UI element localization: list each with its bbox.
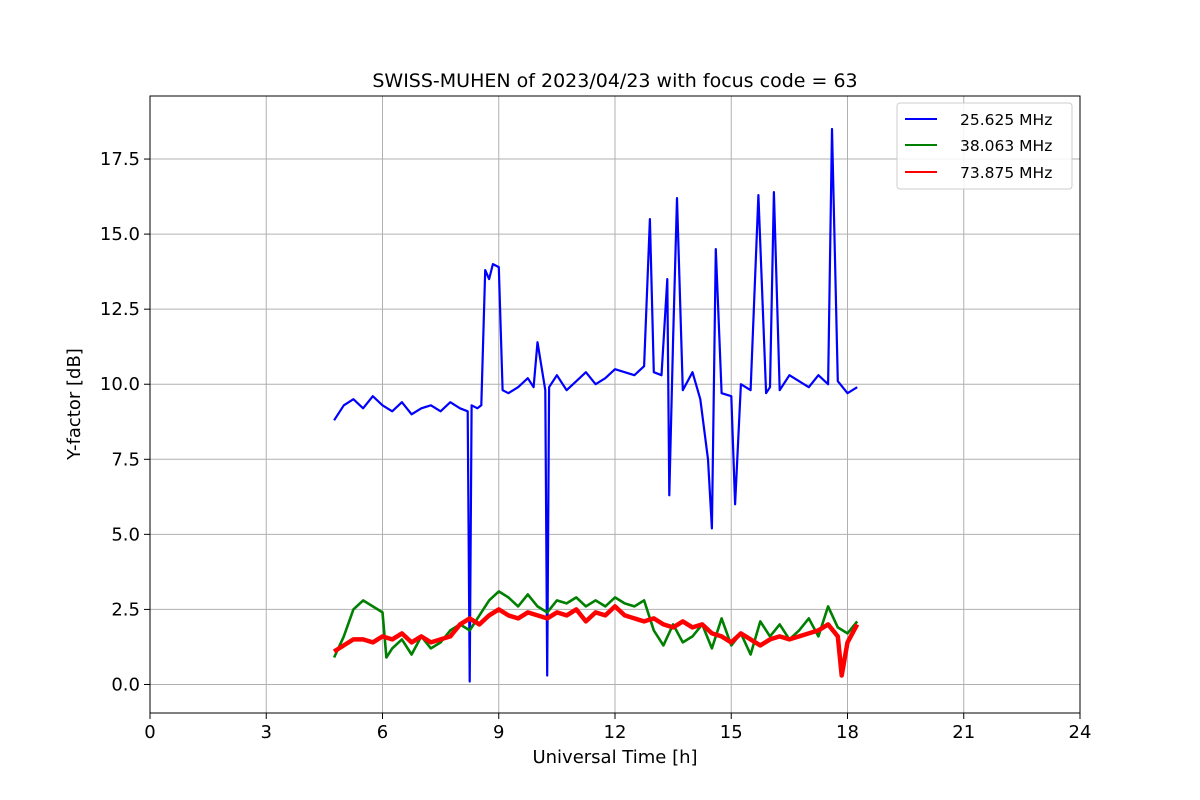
- x-tick-label: 0: [144, 722, 155, 743]
- series-line-25-625-mhz: [333, 127, 858, 683]
- x-axis-label: Universal Time [h]: [532, 747, 697, 768]
- y-tick-label: 17.5: [100, 149, 140, 170]
- legend-box: [896, 102, 1073, 190]
- series-line-38-063-mhz: [332, 590, 859, 659]
- x-tick-label: 9: [493, 722, 504, 743]
- chart-title: SWISS-MUHEN of 2023/04/23 with focus cod…: [372, 70, 857, 92]
- y-tick-label: 15.0: [100, 224, 140, 245]
- legend-label-73-875: 73.875 MHz: [960, 164, 1052, 182]
- y-tick-label: 5.0: [111, 524, 140, 545]
- series-line-73-875-mhz: [332, 604, 860, 678]
- y-tick-label: 10.0: [100, 374, 140, 395]
- y-axis: 0.0 2.5 5.0 7.5 10.0 12.5 15.0 17.5: [100, 149, 150, 695]
- legend: 25.625 MHz 38.063 MHz 73.875 MHz: [896, 102, 1073, 190]
- x-tick-label: 15: [720, 722, 743, 743]
- plot-area: [332, 127, 860, 683]
- x-tick-label: 6: [377, 722, 388, 743]
- series-layer: [332, 127, 860, 683]
- legend-label-25-625: 25.625 MHz: [960, 111, 1052, 129]
- y-tick-label: 7.5: [111, 449, 140, 470]
- y-tick-label: 0.0: [111, 674, 140, 695]
- x-tick-label: 3: [261, 722, 272, 743]
- x-tick-label: 12: [604, 722, 627, 743]
- x-tick-label: 21: [952, 722, 975, 743]
- y-axis-label: Y-factor [dB]: [64, 348, 85, 461]
- x-axis: 0 3 6 9 12 15 18 21 24: [144, 713, 1091, 743]
- x-tick-label: 18: [836, 722, 859, 743]
- y-tick-label: 12.5: [100, 299, 140, 320]
- x-tick-label: 24: [1069, 722, 1092, 743]
- legend-label-38-063: 38.063 MHz: [960, 137, 1052, 155]
- y-tick-label: 2.5: [111, 599, 140, 620]
